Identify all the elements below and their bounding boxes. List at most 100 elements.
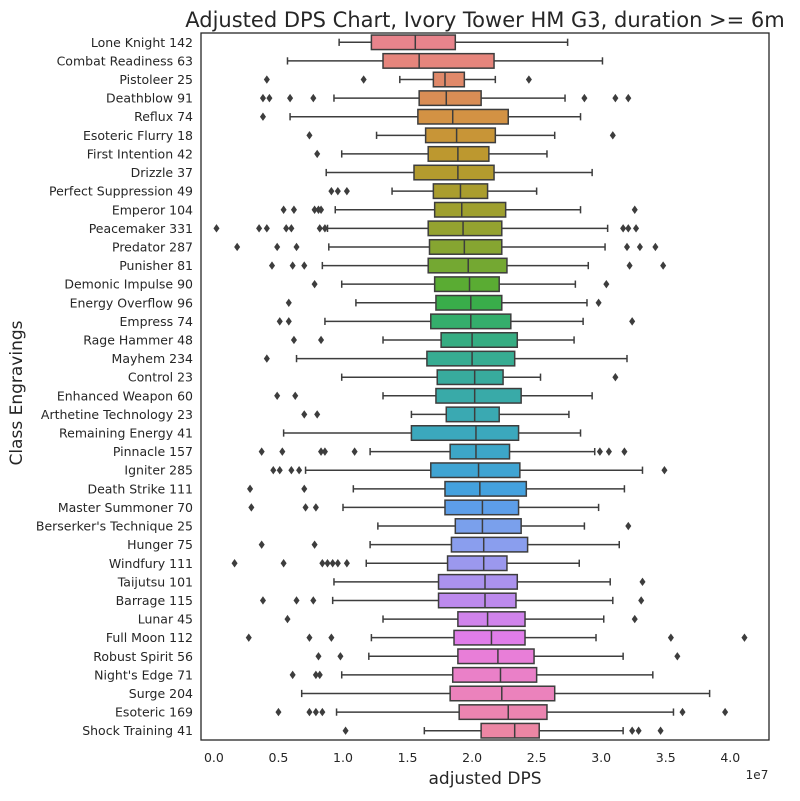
box-group xyxy=(338,34,569,51)
y-tick-label: Reflux 74 xyxy=(134,109,193,124)
box-group xyxy=(284,611,638,628)
plot-frame xyxy=(200,32,770,741)
box-group xyxy=(333,573,646,590)
iqr-box xyxy=(454,518,522,535)
iqr-box xyxy=(370,34,457,51)
outlier-point xyxy=(259,596,266,605)
box-group xyxy=(289,666,654,683)
iqr-box xyxy=(424,127,497,144)
iqr-box xyxy=(444,480,528,497)
outlier-point xyxy=(293,242,300,252)
outlier-point xyxy=(629,317,636,326)
outlier-point xyxy=(635,726,642,735)
outlier-point xyxy=(306,707,313,717)
outlier-point xyxy=(275,707,282,717)
box-group xyxy=(282,425,582,442)
outlier-point xyxy=(279,447,286,456)
outlier-point xyxy=(263,75,270,84)
outlier-point xyxy=(289,261,296,270)
iqr-box xyxy=(426,350,516,367)
outlier-point xyxy=(324,559,331,568)
outlier-point xyxy=(263,354,270,363)
iqr-box xyxy=(382,52,495,69)
outlier-point xyxy=(328,186,335,196)
box-group xyxy=(315,648,681,665)
outlier-point xyxy=(318,205,325,214)
box-group xyxy=(268,257,667,274)
y-tick-label: Barrage 115 xyxy=(116,593,193,608)
x-tick-label: 4.0 xyxy=(720,750,740,765)
y-tick-label: Mayhem 234 xyxy=(112,351,194,366)
outlier-point xyxy=(287,93,294,103)
outlier-point xyxy=(231,559,238,568)
outlier-point xyxy=(625,93,632,103)
box-group xyxy=(270,462,668,479)
outlier-point xyxy=(280,205,287,214)
outlier-point xyxy=(337,652,344,661)
box-group xyxy=(248,499,600,516)
y-tick-label: Windfury 111 xyxy=(109,556,193,571)
chart-title: Adjusted DPS Chart, Ivory Tower HM G3, d… xyxy=(185,8,784,32)
outlier-point xyxy=(318,335,325,345)
y-tick-label: Master Summoner 70 xyxy=(58,500,193,515)
box-group xyxy=(263,350,628,367)
box-group xyxy=(258,443,628,460)
outlier-point xyxy=(306,131,313,140)
y-tick-label: Igniter 285 xyxy=(124,463,193,478)
box-group xyxy=(328,183,538,200)
box-group xyxy=(276,313,636,330)
iqr-box xyxy=(453,629,526,646)
outlier-point xyxy=(603,279,610,289)
outlier-point xyxy=(328,633,335,642)
box-group xyxy=(311,276,610,293)
outlier-point xyxy=(311,279,318,289)
outlier-point xyxy=(661,466,668,475)
iqr-box xyxy=(413,164,495,181)
outlier-point xyxy=(612,93,619,103)
x-tick-label: 0.0 xyxy=(204,750,224,765)
box-group xyxy=(340,369,619,386)
box-group xyxy=(245,629,748,646)
outlier-point xyxy=(625,224,632,233)
box-group xyxy=(342,722,664,739)
y-tick-label: Pinnacle 157 xyxy=(113,444,193,459)
outlier-point xyxy=(581,93,588,103)
outlier-point xyxy=(638,596,645,605)
box-group xyxy=(274,387,593,404)
outlier-point xyxy=(621,447,628,456)
iqr-box xyxy=(428,238,503,255)
outlier-point xyxy=(263,224,270,233)
box-group xyxy=(325,164,593,181)
box-group xyxy=(301,406,570,423)
box-group xyxy=(377,518,632,535)
iqr-box xyxy=(433,201,507,218)
outlier-point xyxy=(626,261,633,270)
outlier-point xyxy=(625,521,632,531)
outlier-point xyxy=(312,670,319,680)
box-group xyxy=(258,536,621,553)
outlier-point xyxy=(334,186,341,196)
iqr-box xyxy=(435,387,522,404)
y-tick-label: Combat Readiness 63 xyxy=(57,53,193,68)
outlier-point xyxy=(292,391,299,401)
outlier-point xyxy=(321,224,328,233)
iqr-box xyxy=(432,71,466,88)
outlier-point xyxy=(274,391,281,401)
outlier-point xyxy=(288,466,295,475)
iqr-box xyxy=(451,666,538,683)
outlier-point xyxy=(351,447,358,456)
outlier-point xyxy=(312,707,319,717)
outlier-point xyxy=(674,652,681,661)
box-group xyxy=(263,71,532,88)
outlier-point xyxy=(234,242,241,252)
iqr-box xyxy=(437,592,517,609)
outlier-point xyxy=(270,466,277,475)
iqr-box xyxy=(410,425,520,442)
box-group xyxy=(300,685,711,702)
iqr-box xyxy=(427,220,503,237)
outlier-point xyxy=(639,577,646,587)
outlier-point xyxy=(302,503,309,512)
iqr-box xyxy=(433,276,500,293)
outlier-point xyxy=(296,466,303,475)
